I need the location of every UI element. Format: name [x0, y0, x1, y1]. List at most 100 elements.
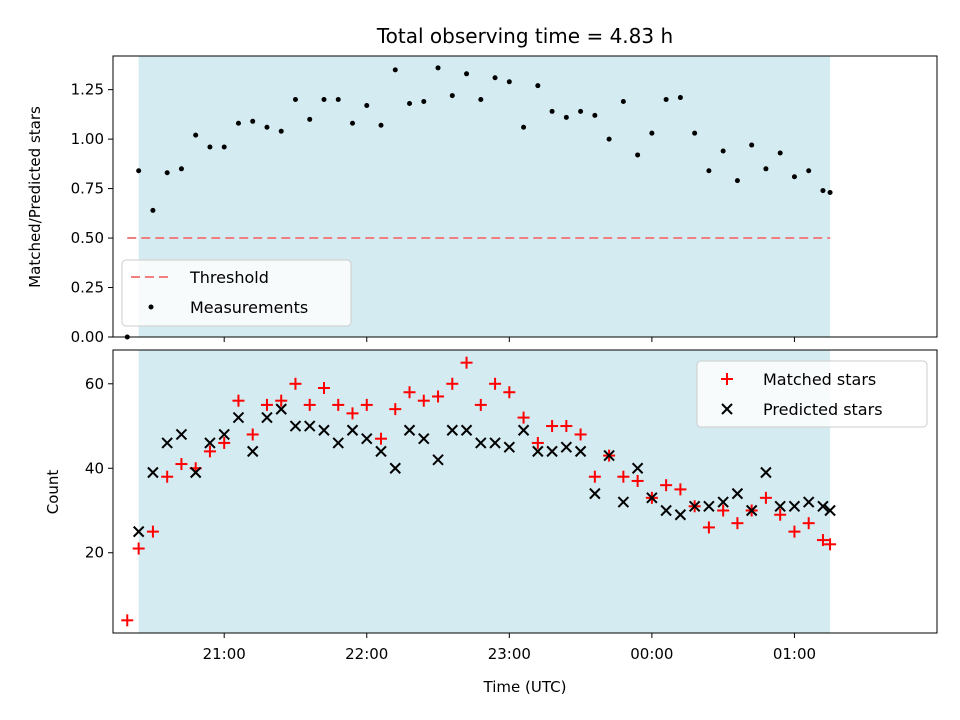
matched-star-point	[574, 428, 587, 441]
matched-star-point	[774, 508, 787, 521]
measurement-point	[635, 152, 641, 158]
legend-matched-label: Matched stars	[763, 370, 876, 389]
measurement-point	[193, 132, 199, 138]
top-x-ticks	[223, 337, 795, 342]
predicted-star-point	[603, 449, 615, 462]
matched-star-point	[588, 470, 601, 483]
measurement-point	[763, 166, 769, 172]
bottom-y-tick-label: 40	[85, 459, 104, 477]
measurement-point	[178, 166, 184, 172]
matched-star-point	[246, 428, 259, 441]
matched-star-point	[175, 458, 188, 471]
predicted-star-point	[717, 496, 729, 508]
predicted-star-point	[475, 437, 487, 449]
top-measurement-points	[124, 65, 833, 340]
matched-star-point	[232, 394, 245, 407]
matched-star-point	[474, 398, 487, 411]
bottom-y-tick-label: 20	[85, 544, 104, 562]
matched-star-point	[389, 403, 402, 416]
matched-star-point	[289, 377, 302, 390]
measurement-point	[592, 112, 598, 118]
matched-star-point	[121, 614, 134, 627]
measurement-point	[720, 148, 726, 154]
matched-star-point	[546, 420, 559, 433]
matched-star-point	[375, 432, 388, 445]
top-chart-title: Total observing time = 4.83 h	[376, 24, 673, 48]
bottom-y-axis-label: Count	[44, 470, 62, 515]
bottom-x-tick-label: 22:00	[345, 645, 388, 663]
predicted-star-point	[660, 504, 672, 517]
matched-star-point	[824, 538, 837, 551]
matched-star-point	[132, 542, 145, 555]
predicted-star-point	[375, 445, 387, 458]
measurement-point	[392, 67, 398, 73]
measurement-point	[378, 122, 384, 128]
predicted-star-point	[703, 500, 715, 512]
measurement-point	[321, 97, 327, 103]
predicted-star-point	[731, 487, 744, 500]
matched-star-point	[560, 420, 573, 433]
legend-measurements-swatch	[148, 304, 154, 310]
predicted-star-point	[403, 424, 416, 436]
measurement-point	[264, 124, 270, 130]
top-legend-box	[121, 259, 352, 327]
top-y-tick-label: 0.75	[71, 180, 104, 198]
legend-matched-swatch	[721, 373, 733, 385]
predicted-star-point	[560, 441, 573, 453]
measurement-point	[150, 207, 156, 213]
measurement-point	[278, 128, 284, 134]
matched-star-point	[759, 491, 772, 504]
top-legend: Threshold Measurements	[121, 259, 352, 327]
predicted-star-point	[247, 445, 259, 458]
matched-star-point	[346, 407, 359, 420]
predicted-star-point	[204, 437, 216, 449]
matched-star-point	[360, 398, 373, 411]
legend-threshold-label: Threshold	[189, 268, 269, 287]
bottom-x-tick-label: 21:00	[203, 645, 246, 663]
predicted-star-point	[802, 496, 815, 508]
matched-star-point	[517, 411, 530, 424]
predicted-star-point	[275, 403, 287, 415]
measurement-point	[221, 144, 227, 150]
predicted-star-point	[218, 428, 230, 441]
measurement-point	[777, 150, 783, 156]
predicted-star-point	[745, 504, 758, 517]
predicted-star-point	[546, 445, 558, 458]
measurement-point	[706, 168, 712, 174]
matched-star-point	[332, 398, 345, 411]
predicted-star-point	[532, 445, 544, 458]
measurement-point	[421, 99, 427, 105]
measurement-point	[606, 136, 612, 142]
top-y-tick-label: 1.00	[71, 130, 104, 148]
predicted-star-point	[646, 492, 658, 504]
matched-star-point	[489, 377, 502, 390]
predicted-star-point	[432, 454, 444, 466]
measurement-point	[506, 79, 512, 85]
matched-star-point	[432, 390, 445, 403]
measurement-point	[649, 130, 655, 136]
measurement-point	[578, 108, 584, 114]
predicted-star-point	[631, 462, 644, 474]
predicted-star-point	[774, 500, 786, 512]
bottom-x-tick-label: 01:00	[773, 645, 816, 663]
predicted-star-point	[617, 496, 630, 508]
predicted-star-point	[503, 441, 516, 453]
predicted-star-point	[817, 500, 829, 512]
measurement-point	[207, 144, 213, 150]
predicted-star-point	[517, 424, 530, 436]
measurement-point	[492, 75, 498, 81]
matched-star-point	[460, 356, 473, 369]
matched-star-point	[802, 517, 815, 530]
matched-star-point	[816, 534, 829, 547]
measurement-point	[549, 108, 555, 114]
measurement-point	[407, 100, 413, 106]
top-panel: 0.00 0.25 0.50 0.75 1.00 1.25 Matched/Predict…	[26, 55, 938, 346]
predicted-star-point	[574, 445, 587, 458]
predicted-star-point	[361, 432, 373, 445]
bottom-y-ticks: 20 40 60	[85, 375, 113, 562]
matched-star-point	[531, 436, 544, 449]
measurement-point	[521, 124, 527, 130]
matched-star-point	[660, 479, 673, 492]
measurement-point	[464, 71, 470, 77]
measurement-point	[535, 83, 541, 89]
